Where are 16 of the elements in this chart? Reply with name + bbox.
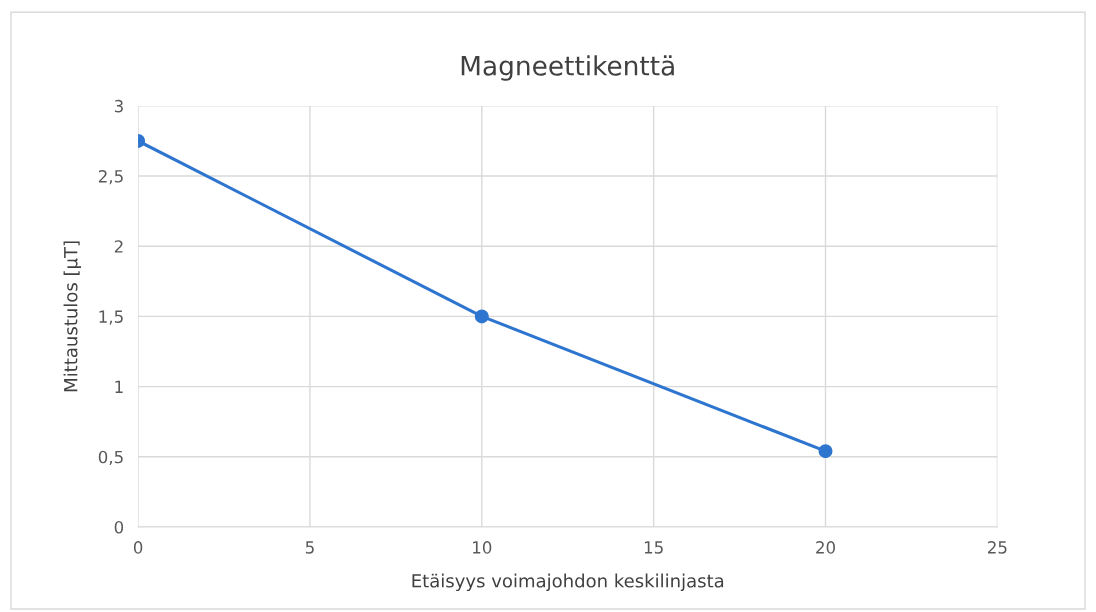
x-axis-title: Etäisyys voimajohdon keskilinjasta	[412, 573, 724, 592]
y-tick-label: 1	[115, 380, 123, 393]
y-tick-label: 0,5	[98, 450, 123, 466]
y-axis-title: Mittaustulos [µT]	[63, 241, 82, 392]
x-tick-label: 20	[816, 541, 835, 554]
y-tick-label: 1,5	[99, 310, 123, 325]
x-tick-label: 5	[305, 541, 314, 554]
x-tick-label: 25	[987, 541, 1007, 554]
y-tick-label: 2	[114, 240, 123, 253]
x-tick-label: 0	[133, 541, 143, 554]
y-tick-label: 3	[114, 99, 123, 113]
y-tick-label: 2,5	[98, 170, 123, 185]
x-tick-label: 15	[644, 541, 663, 554]
chart-title: Magneettikenttä	[461, 55, 674, 81]
x-tick-label: 10	[473, 541, 492, 554]
y-tick-label: 0	[114, 520, 124, 534]
